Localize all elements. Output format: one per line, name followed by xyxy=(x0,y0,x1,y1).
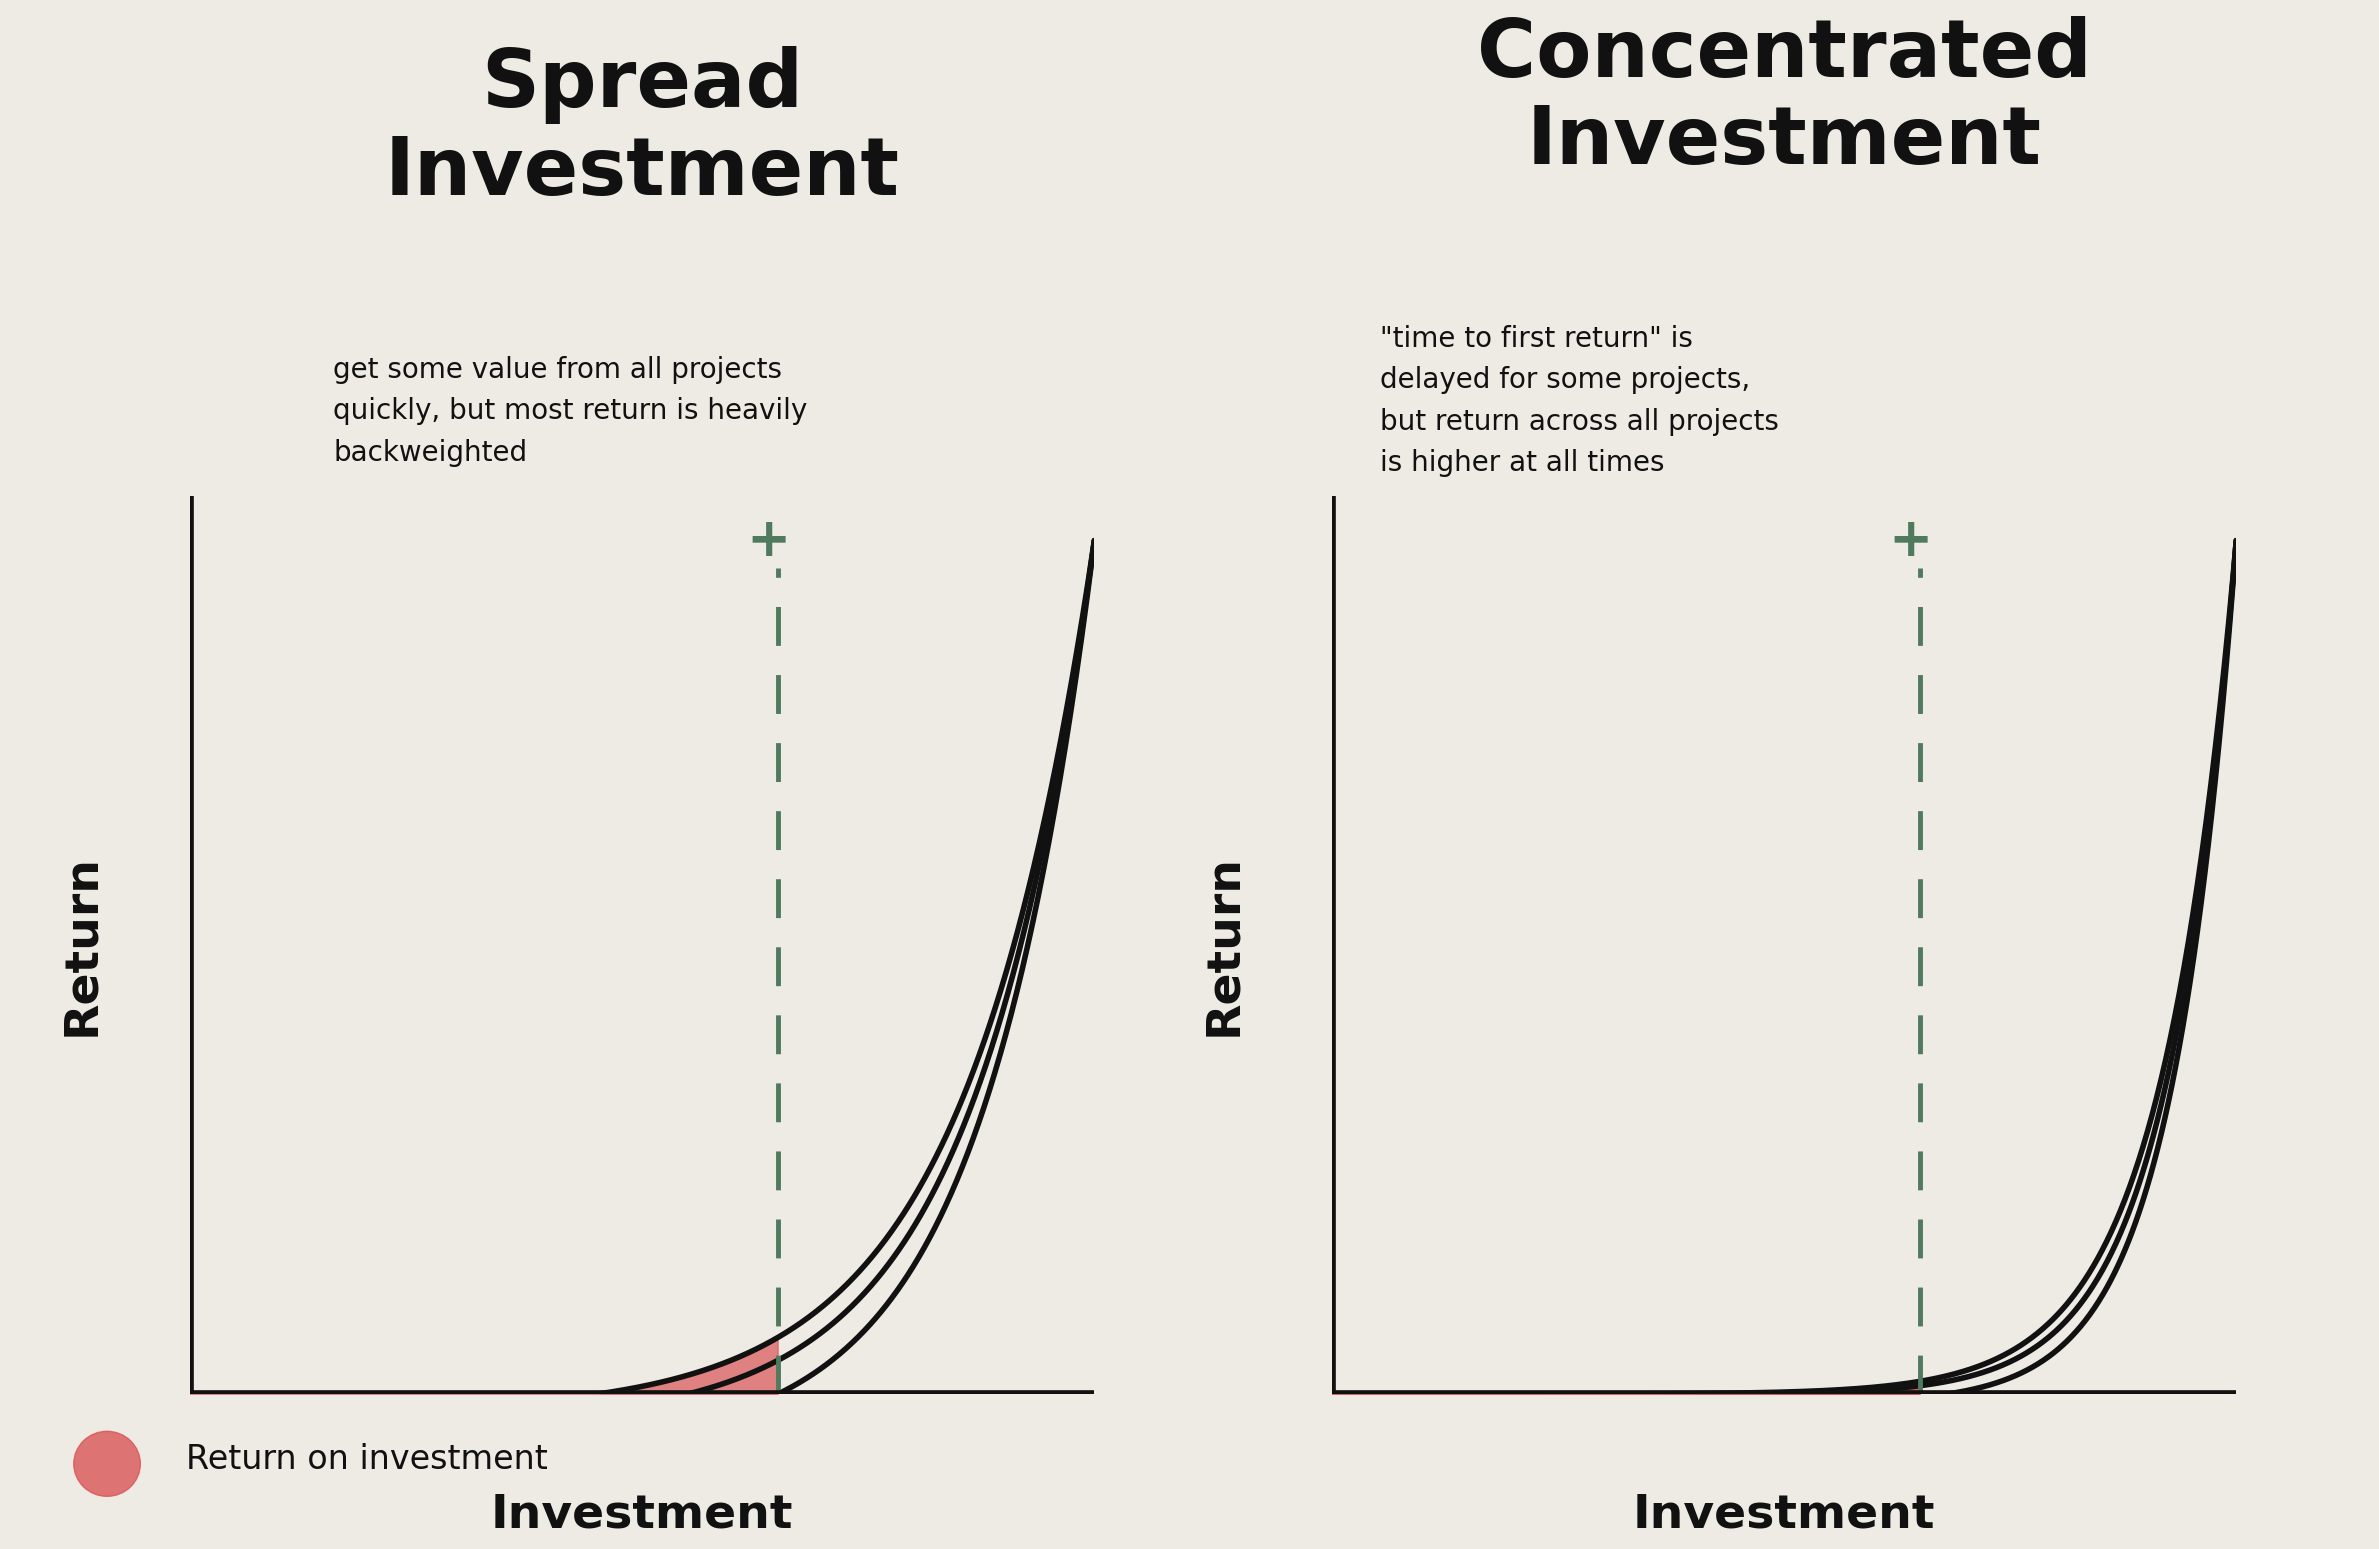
Text: Investment: Investment xyxy=(490,1493,795,1538)
Text: Return: Return xyxy=(1201,853,1247,1036)
Text: +: + xyxy=(1889,514,1934,567)
Text: "time to first return" is
delayed for some projects,
but return across all proje: "time to first return" is delayed for so… xyxy=(1380,325,1779,477)
Text: get some value from all projects
quickly, but most return is heavily
backweighte: get some value from all projects quickly… xyxy=(333,356,806,466)
Text: Spread
Investment: Spread Investment xyxy=(385,46,899,212)
Text: Concentrated
Investment: Concentrated Investment xyxy=(1477,15,2091,181)
Text: Return on investment: Return on investment xyxy=(186,1442,547,1476)
Text: Investment: Investment xyxy=(1632,1493,1937,1538)
Text: Return: Return xyxy=(59,853,105,1036)
Text: +: + xyxy=(747,514,792,567)
